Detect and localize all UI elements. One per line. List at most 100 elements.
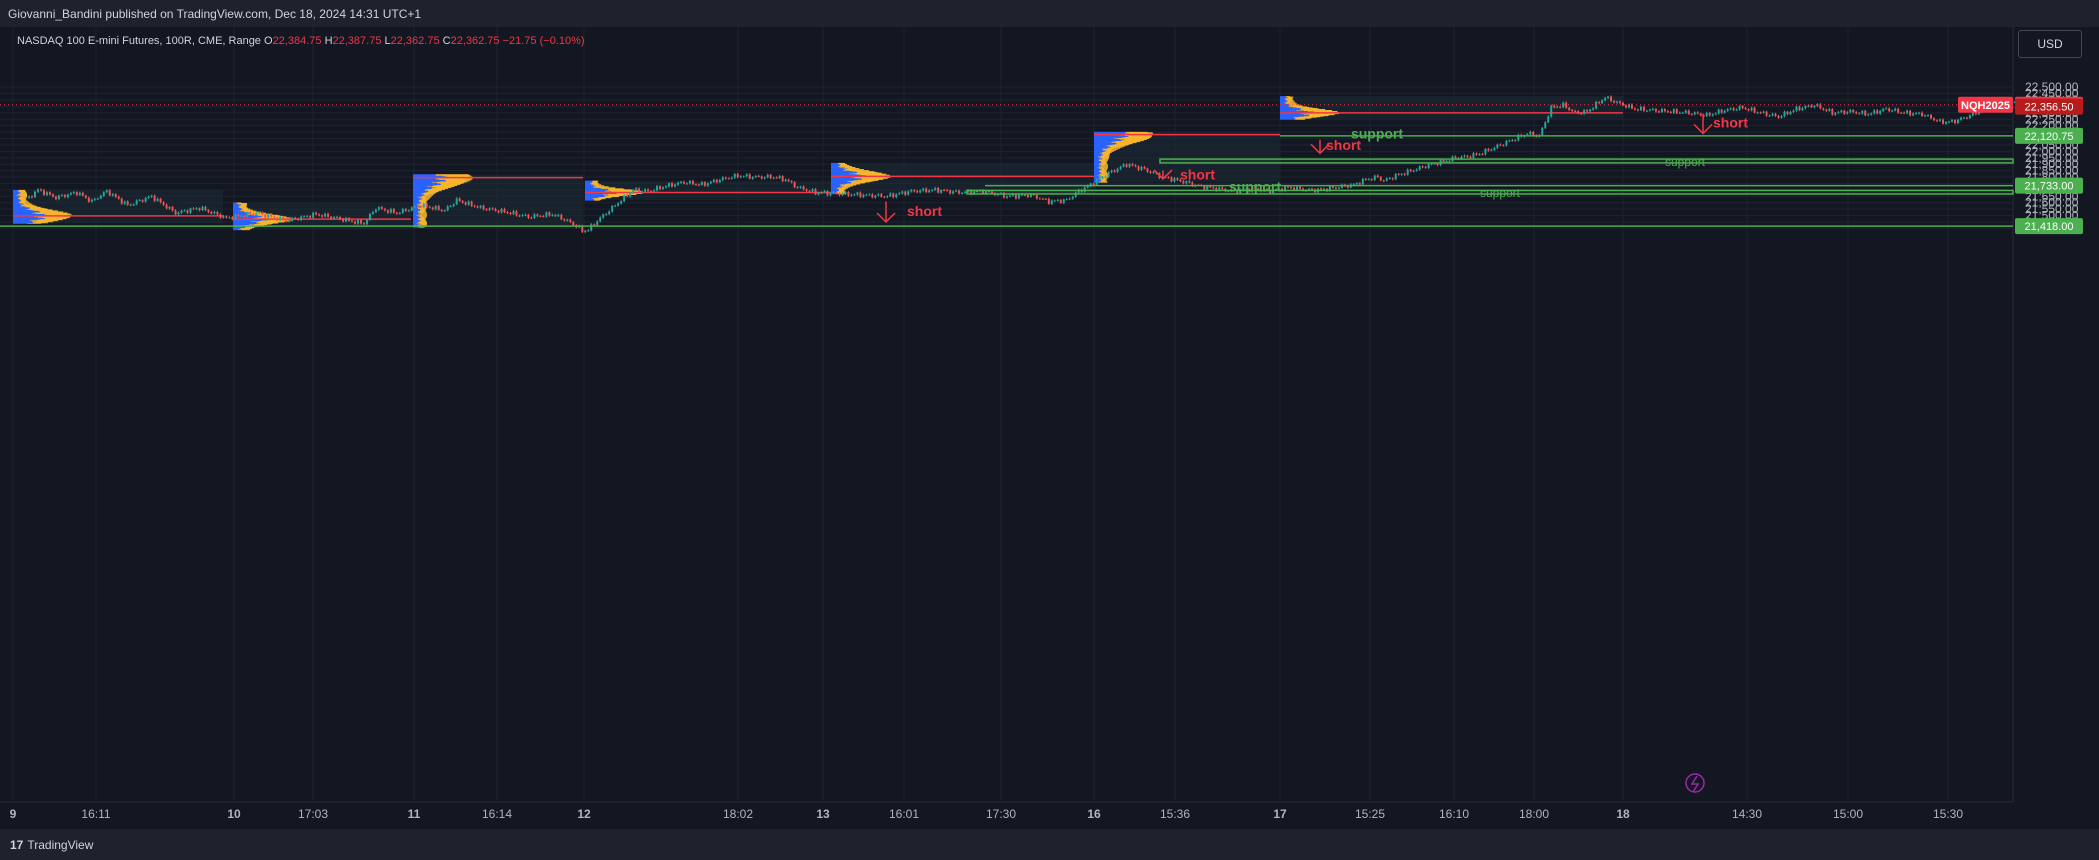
- profile-bar-up: [13, 216, 35, 218]
- candle-body: [521, 215, 524, 217]
- candle-body: [808, 190, 811, 192]
- profile-bar-up: [585, 197, 598, 199]
- profile-bar-down: [417, 205, 422, 207]
- profile-bar-up: [1280, 100, 1289, 102]
- candle-body: [659, 186, 662, 189]
- candle-body: [1140, 167, 1143, 170]
- profile-bar-down: [420, 198, 426, 200]
- candle-body: [374, 209, 377, 213]
- candle-body: [273, 216, 276, 218]
- profile-bar-down: [1099, 158, 1104, 160]
- profile-bar-up: [413, 195, 422, 197]
- currency-button[interactable]: USD: [2018, 30, 2082, 58]
- candle-body: [1101, 177, 1104, 179]
- profile-bar-up: [413, 188, 433, 190]
- profile-bar-up: [413, 216, 422, 218]
- candle-body: [799, 186, 802, 188]
- candle-body: [1059, 199, 1062, 203]
- profile-bar-down: [1286, 97, 1293, 99]
- candle-body: [554, 214, 557, 216]
- profile-bar-up: [413, 205, 422, 207]
- x-tick-label: 18:00: [1519, 807, 1549, 821]
- profile-bar-up: [413, 190, 429, 192]
- profile-bar-down: [845, 169, 864, 171]
- profile-bar-up: [831, 171, 858, 173]
- profile-bar-up: [585, 185, 594, 187]
- candle-body: [2013, 102, 2016, 104]
- profile-bar-up: [13, 193, 18, 195]
- candle-body: [351, 220, 354, 222]
- profile-bar-up: [13, 206, 30, 208]
- profile-bar-up: [413, 191, 427, 193]
- candle-body: [1083, 187, 1086, 192]
- profile-bar-down: [448, 176, 473, 178]
- profile-bar-up: [233, 210, 240, 212]
- profile-bar-up: [413, 202, 419, 204]
- profile-bar-down: [594, 199, 602, 201]
- candle-body: [1026, 195, 1029, 198]
- profile-bar-down: [1308, 115, 1329, 117]
- profile-bar-up: [831, 179, 858, 181]
- candle-body: [784, 179, 787, 182]
- candle-body: [1221, 187, 1224, 189]
- candle-body: [943, 190, 946, 192]
- profile-bar-up: [1094, 146, 1110, 148]
- candle-body: [1559, 106, 1562, 108]
- profile-bar-up: [413, 226, 419, 228]
- profile-bar-up: [585, 192, 617, 194]
- profile-bar-down: [1106, 145, 1125, 147]
- profile-bar-down: [441, 175, 471, 177]
- profile-bar-down: [418, 200, 427, 202]
- profile-bar-up: [831, 190, 839, 192]
- profile-bar-up: [13, 197, 18, 199]
- candle-body: [1179, 179, 1182, 182]
- candle-body: [877, 194, 880, 196]
- profile-bar-down: [1116, 142, 1133, 144]
- candle-body: [1828, 109, 1831, 111]
- profile-bar-up: [585, 180, 593, 182]
- profile-bar-up: [233, 220, 251, 222]
- candle-body: [171, 206, 174, 211]
- session-box: [585, 180, 831, 201]
- candle-body: [563, 219, 566, 221]
- tradingview-logo[interactable]: 17 TradingView: [10, 838, 93, 852]
- profile-bar-up: [831, 179, 854, 181]
- candle-body: [584, 230, 587, 232]
- profile-bar-down: [37, 219, 63, 221]
- candle-body: [321, 215, 324, 217]
- candle-body: [650, 190, 653, 192]
- candle-body: [336, 217, 339, 219]
- profile-bar-down: [854, 177, 885, 179]
- candle-body: [36, 189, 39, 192]
- profile-bar-down: [856, 173, 887, 175]
- profile-bar-up: [1094, 141, 1111, 143]
- profile-bar-up: [585, 195, 609, 197]
- publish-info: Giovanni_Bandini published on TradingVie…: [8, 7, 422, 21]
- chart-area[interactable]: support support support support short short sh…: [0, 27, 2099, 829]
- support-label: support: [1351, 125, 1403, 141]
- profile-bar-down: [440, 183, 460, 185]
- profile-bar-down: [239, 210, 250, 212]
- candle-body: [1915, 113, 1918, 115]
- candle-body: [733, 173, 736, 178]
- profile-bar-up: [831, 176, 853, 178]
- candle-body: [1167, 177, 1170, 179]
- candle-body: [793, 182, 796, 188]
- candle-body: [1071, 196, 1074, 199]
- profile-bar-down: [247, 213, 272, 215]
- short-arrow-head: [1693, 123, 1713, 135]
- candle-body: [1918, 112, 1921, 114]
- profile-bar-down: [1114, 137, 1147, 139]
- candle-body: [1409, 169, 1412, 172]
- candle-body: [461, 200, 464, 203]
- profile-bar-down: [1100, 179, 1107, 181]
- candle-body: [327, 213, 330, 217]
- candle-body: [1897, 108, 1900, 113]
- candle-body: [1624, 105, 1627, 108]
- profile-bar-down: [1098, 170, 1107, 172]
- profile-bar-up: [13, 217, 43, 219]
- profile-bar-down: [32, 212, 68, 214]
- profile-bar-down: [425, 189, 440, 191]
- candle-body: [1041, 198, 1044, 200]
